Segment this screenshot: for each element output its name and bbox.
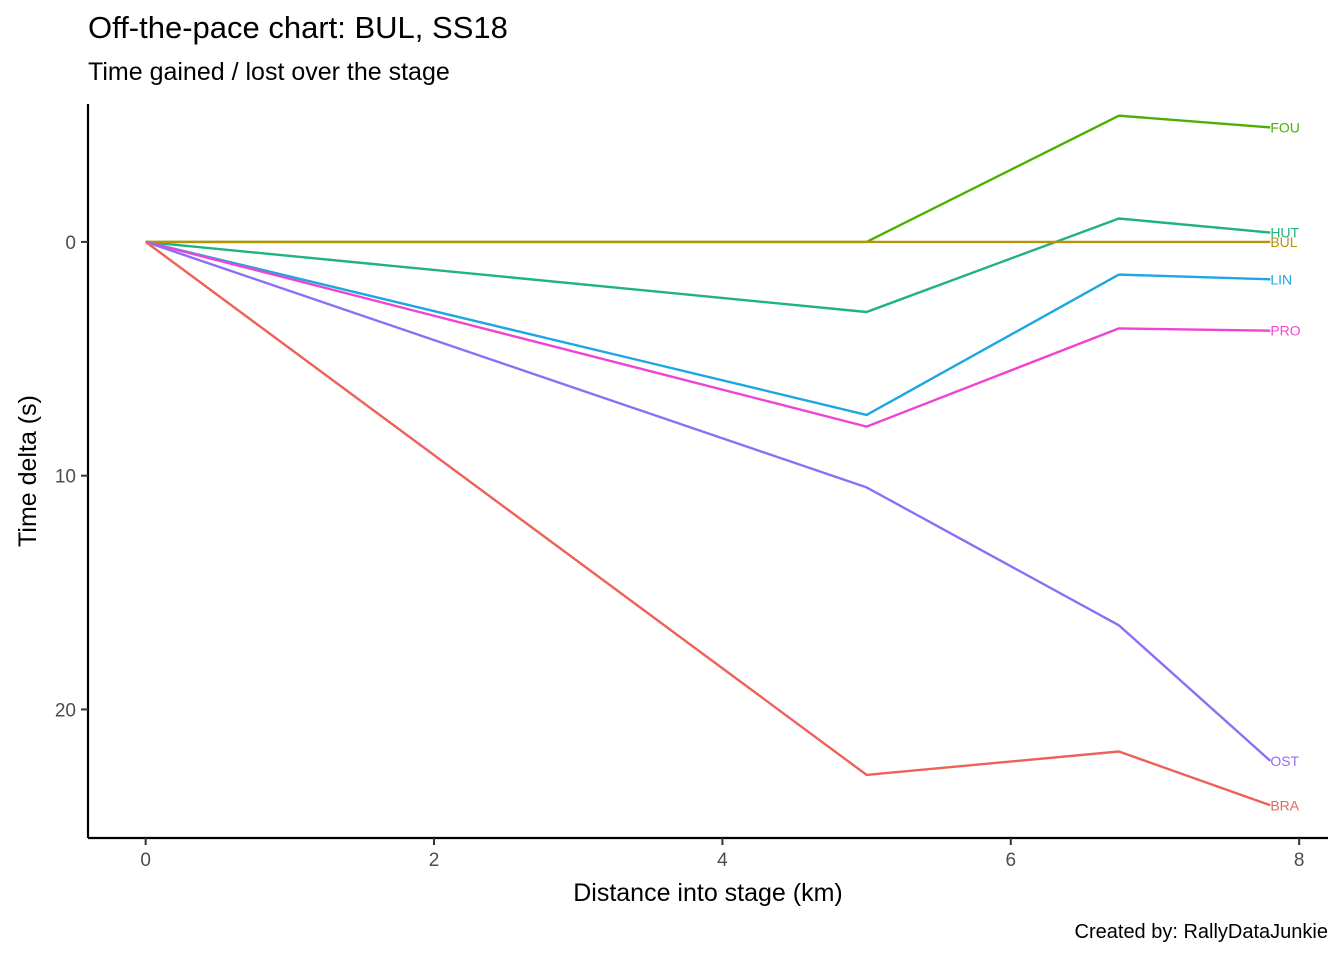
series-line-hut <box>145 217 1271 314</box>
y-tick-label: 10 <box>55 467 76 488</box>
chart-subtitle: Time gained / lost over the stage <box>88 58 450 86</box>
series-line-bra <box>144 240 1271 807</box>
x-tick-label: 8 <box>1294 850 1305 871</box>
chart-axes: 0 2 4 6 8 0 10 20 <box>55 104 1328 871</box>
series-label-pro: PRO <box>1270 323 1300 339</box>
x-tick-label: 6 <box>1006 850 1017 871</box>
chart-title: Off-the-pace chart: BUL, SS18 <box>88 10 508 45</box>
x-axis-title: Distance into stage (km) <box>573 879 843 907</box>
series-line-fou <box>145 114 1271 244</box>
chart-caption: Created by: RallyDataJunkie <box>1074 921 1328 943</box>
series-label-bra: BRA <box>1270 797 1299 813</box>
x-tick-label: 2 <box>429 850 440 871</box>
series-label-hut: HUT <box>1270 225 1299 241</box>
series-line-ost <box>145 240 1272 762</box>
series-label-lin: LIN <box>1270 271 1292 287</box>
series-line-pro <box>145 240 1271 428</box>
y-axis-title: Time delta (s) <box>14 395 42 547</box>
x-tick-label: 0 <box>140 850 151 871</box>
y-tick-label: 0 <box>65 233 76 254</box>
series-label-bul: BUL <box>1270 234 1297 250</box>
series-label-fou: FOU <box>1270 119 1300 135</box>
x-tick-label: 4 <box>717 850 728 871</box>
y-tick-label: 20 <box>55 700 76 721</box>
series-lines <box>144 114 1272 807</box>
series-label-ost: OST <box>1270 753 1299 769</box>
series-line-lin <box>145 240 1271 417</box>
